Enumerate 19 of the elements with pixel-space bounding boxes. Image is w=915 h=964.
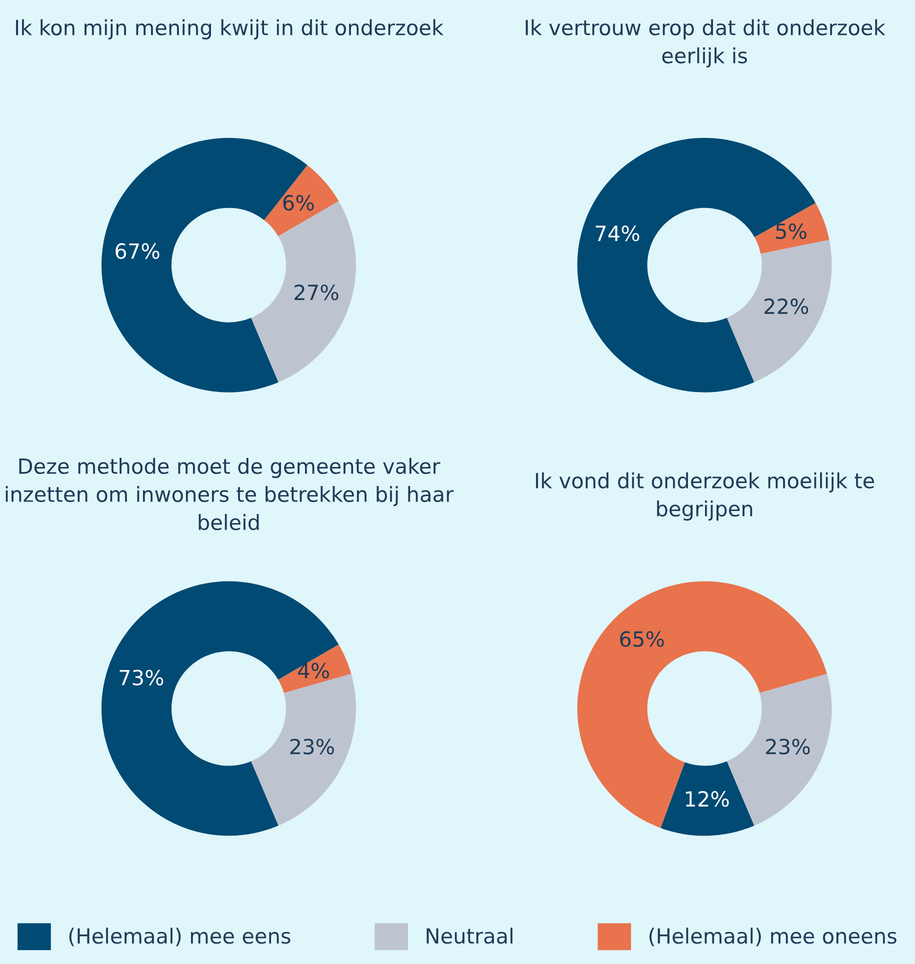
data-label: 74%: [596, 226, 640, 242]
data-label: 23%: [766, 738, 810, 754]
legend-label: Neutraal: [426, 928, 512, 944]
data-label: 12%: [686, 791, 729, 807]
data-label: 73%: [120, 670, 164, 686]
data-label: 4%: [298, 662, 330, 679]
data-label: 67%: [116, 243, 160, 259]
chart-title: Deze methode moet de gemeente vaker inzetten om inwoners te betrekken bij haar beleid: [6, 458, 454, 530]
data-label: 22%: [764, 298, 808, 314]
chart-title: Ik vond dit onderzoek moeilijk te begrijpen: [536, 472, 874, 521]
legend-label: (Helemaal) mee eens: [69, 928, 290, 946]
data-label: 5%: [776, 223, 806, 240]
legend-label: (Helemaal) mee oneens: [649, 928, 896, 946]
chart-title: Ik vertrouw erop dat dit onderzoek eerlijk is: [526, 19, 886, 68]
data-label: 65%: [620, 631, 664, 647]
chart-title: Ik kon mijn mening kwijt in dit onderzoek: [16, 19, 444, 40]
data-label: 27%: [294, 284, 338, 300]
data-label: 23%: [290, 738, 334, 754]
data-label: 6%: [283, 194, 314, 211]
